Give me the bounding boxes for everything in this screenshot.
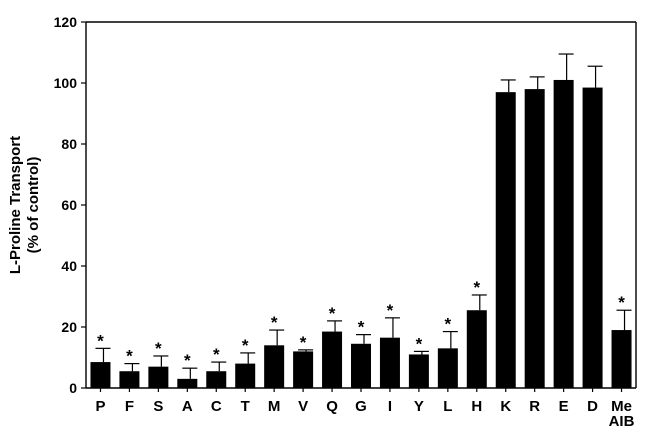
- y-axis: 0 20 40 60 80 100 120: [54, 14, 637, 396]
- y-tick-label: 40: [61, 258, 77, 274]
- y-tick-label: 120: [54, 14, 78, 30]
- bar: [177, 378, 198, 388]
- x-tick-label: T: [241, 398, 250, 415]
- x-tick-label: F: [125, 398, 134, 415]
- y-axis-title-line-1: L-Proline Transport: [7, 136, 24, 274]
- x-tick-label: I: [388, 398, 392, 415]
- significance-star: *: [473, 278, 480, 297]
- significance-star: *: [300, 333, 307, 352]
- bar: [90, 362, 111, 388]
- significance-star: *: [358, 318, 365, 337]
- x-tick-label: E: [559, 398, 569, 415]
- x-tick-label: M: [268, 398, 281, 415]
- significance-star: *: [618, 293, 625, 312]
- y-tick-label: 60: [61, 197, 77, 213]
- significance-star: *: [213, 345, 220, 364]
- significance-star: *: [155, 339, 162, 358]
- bars: [90, 79, 632, 389]
- bar: [206, 371, 227, 388]
- bar: [524, 89, 545, 388]
- bar: [293, 351, 314, 388]
- x-tick-label: A: [182, 398, 193, 415]
- x-tick-label: L: [443, 398, 452, 415]
- x-tick-label: V: [298, 398, 308, 415]
- bar: [582, 87, 603, 388]
- bar: [119, 371, 140, 388]
- bar: [322, 331, 343, 388]
- bar: [466, 310, 487, 388]
- significance-star: *: [445, 315, 452, 334]
- x-tick-label: G: [355, 398, 367, 415]
- x-tick-label: K: [500, 398, 511, 415]
- bar: [264, 345, 285, 388]
- y-tick-label: 0: [69, 380, 77, 396]
- significance-markers: * * * * * * * * * * * * * * *: [97, 278, 625, 370]
- significance-star: *: [184, 351, 191, 370]
- bar: [611, 330, 632, 388]
- x-tick-label: R: [529, 398, 540, 415]
- error-bars: [95, 53, 632, 379]
- y-tick-label: 100: [54, 75, 78, 91]
- y-tick-label: 80: [61, 136, 77, 152]
- x-tick-label: Q: [326, 398, 338, 415]
- significance-star: *: [329, 304, 336, 323]
- bar: [553, 79, 574, 388]
- bar: [148, 366, 169, 388]
- x-tick-label: Y: [414, 398, 424, 415]
- bar: [379, 337, 400, 388]
- bar: [495, 92, 516, 389]
- x-tick-label: Me: [611, 398, 632, 415]
- significance-star: *: [242, 336, 249, 355]
- x-tick-label: C: [211, 398, 222, 415]
- bar: [351, 343, 371, 388]
- significance-star: *: [271, 313, 278, 332]
- x-tick-label: D: [587, 398, 598, 415]
- significance-star: *: [97, 331, 104, 350]
- bar: [408, 354, 429, 388]
- significance-star: *: [416, 334, 423, 353]
- x-tick-label: H: [471, 398, 482, 415]
- x-tick-label: P: [95, 398, 105, 415]
- y-axis-title: L-Proline Transport (% of control): [7, 136, 42, 274]
- significance-star: *: [126, 347, 133, 366]
- y-tick-label: 20: [61, 319, 77, 335]
- significance-star: *: [387, 301, 394, 320]
- x-tick-label: S: [153, 398, 163, 415]
- y-axis-title-line-2: (% of control): [25, 157, 42, 254]
- x-tick-label: AIB: [609, 413, 635, 426]
- bar: [235, 363, 256, 388]
- bar: [437, 348, 458, 388]
